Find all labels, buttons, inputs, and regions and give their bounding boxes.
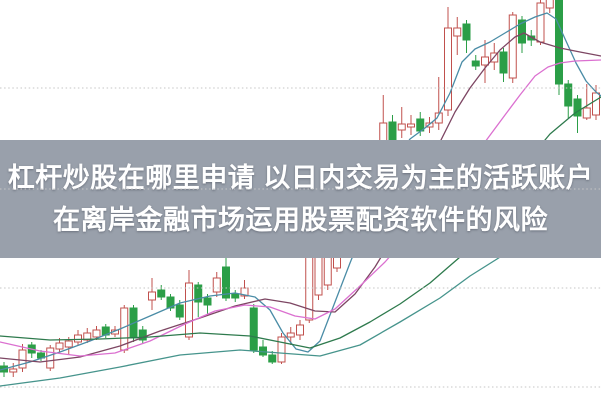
headline-line-2: 在离岸金融市场运用股票配资软件的风险: [53, 205, 548, 235]
headline-line-1: 杠杆炒股在哪里申请 以日内交易为主的活跃账户: [7, 162, 594, 193]
ma-magenta: [0, 59, 601, 357]
headline-overlay-band: 杠杆炒股在哪里申请 以日内交易为主的活跃账户 在离岸金融市场运用股票配资软件的风…: [0, 140, 601, 258]
